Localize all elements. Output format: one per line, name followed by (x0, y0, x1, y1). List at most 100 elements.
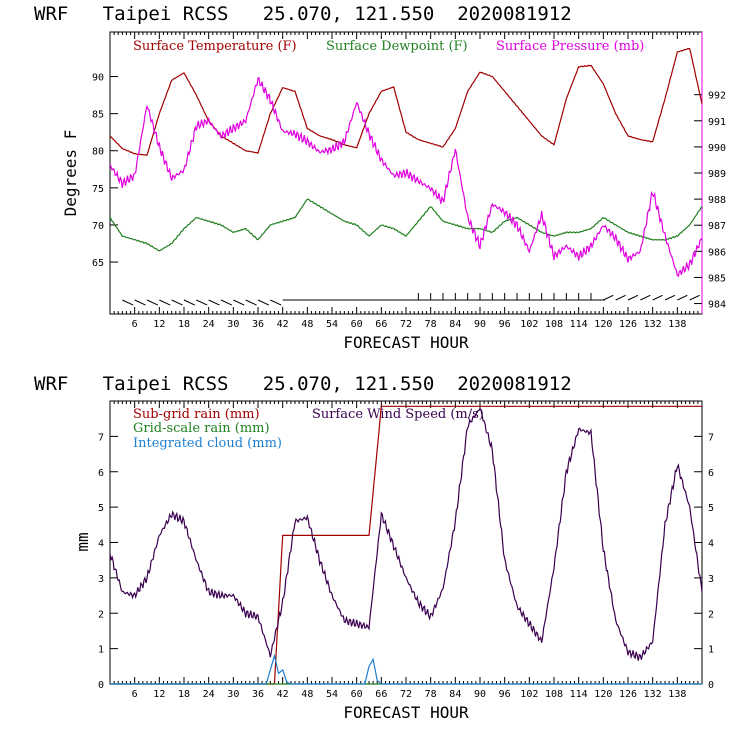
x-tick-label: 72 (400, 319, 412, 330)
wind-barb (233, 299, 245, 306)
x-tick-label: 24 (203, 319, 215, 330)
wind-barb (652, 294, 663, 301)
wind-barb (689, 294, 700, 301)
x-tick-label: 60 (351, 319, 363, 330)
x-tick-label: 36 (252, 319, 264, 330)
x-tick-label: 132 (644, 319, 662, 330)
series-lines (109, 47, 703, 278)
wind-barb (664, 294, 676, 301)
x-tick-label: 138 (668, 319, 686, 330)
x-tick-label: 138 (668, 689, 686, 700)
y2-tick-label: 985 (708, 273, 726, 284)
wind-barb (196, 299, 208, 306)
y-tick-label: 85 (92, 110, 104, 121)
y2-tick-label: 992 (708, 91, 726, 102)
series-line-surface-wind-speed-m-s (109, 407, 703, 661)
x-tick-label: 126 (619, 319, 637, 330)
wind-barb (220, 299, 233, 306)
y-tick-label: 6 (98, 468, 104, 479)
wind-barb (270, 299, 282, 306)
axis-ticks: 6 12 18 24 30 36 42 48 54 60 66 72 78 84 90 96 102 108 114… (92, 32, 726, 330)
x-tick-label: 12 (153, 689, 165, 700)
x-tick-label: 84 (449, 319, 461, 330)
wind-barb (208, 299, 220, 306)
x-tick-label: 36 (252, 689, 264, 700)
wind-barb (257, 299, 270, 306)
wind-barb (171, 299, 183, 306)
wind-barb (615, 294, 626, 301)
series-line-integrated-cloud-mm (110, 653, 702, 685)
rain-wind-chart: WRF Taipei RCSS 25.070, 121.550 20200819… (34, 373, 714, 722)
legend-temperature: Surface Temperature (F) (133, 39, 297, 54)
legend-gridscale-rain: Grid-scale rain (mm) (133, 421, 270, 436)
wind-barb (627, 294, 639, 301)
y2-tick-label: 1 (708, 645, 714, 656)
wind-barb (122, 299, 134, 306)
x-tick-label: 66 (375, 689, 387, 700)
x-tick-label: 132 (644, 689, 662, 700)
x-tick-label: 18 (178, 319, 190, 330)
x-tick-label: 18 (178, 689, 190, 700)
y2-tick-label: 0 (708, 680, 714, 691)
y-tick-label: 1 (98, 645, 104, 656)
y-tick-label: 80 (92, 147, 104, 158)
y-tick-label: 75 (92, 184, 104, 195)
y-tick-label: 3 (98, 574, 104, 585)
wind-barb (146, 299, 159, 306)
x-tick-label: 96 (499, 319, 511, 330)
y-tick-label: 90 (92, 73, 104, 84)
x-tick-label: 24 (203, 689, 215, 700)
wind-barb (134, 299, 146, 306)
x-tick-label: 48 (301, 319, 313, 330)
x-tick-label: 84 (449, 689, 461, 700)
chart-title: WRF Taipei RCSS 25.070, 121.550 20200819… (34, 3, 572, 25)
x-tick-label: 72 (400, 689, 412, 700)
axis-ticks: 6 12 18 24 30 36 42 48 54 60 66 72 78 84 90 96 102 108 114… (98, 401, 714, 700)
y2-tick-label: 984 (708, 300, 726, 311)
x-tick-label: 126 (619, 689, 637, 700)
chart-title: WRF Taipei RCSS 25.070, 121.550 20200819… (34, 373, 572, 395)
series-lines (109, 405, 703, 685)
y2-tick-label: 4 (708, 539, 714, 550)
y2-tick-label: 5 (708, 503, 714, 514)
x-tick-label: 108 (545, 319, 563, 330)
y2-tick-label: 2 (708, 609, 714, 620)
x-tick-label: 108 (545, 689, 563, 700)
x-tick-label: 78 (425, 689, 437, 700)
legend-dewpoint: Surface Dewpoint (F) (326, 39, 468, 54)
x-axis-label: FORECAST HOUR (343, 703, 469, 722)
x-tick-label: 60 (351, 689, 363, 700)
x-tick-label: 12 (153, 319, 165, 330)
y-tick-label: 4 (98, 539, 104, 550)
legend-wind-speed: Surface Wind Speed (m/s) (312, 407, 484, 422)
series-line-surface-dewpoint-f (109, 198, 703, 252)
y-tick-label: 0 (98, 680, 104, 691)
x-tick-label: 66 (375, 319, 387, 330)
y-tick-label: 65 (92, 258, 104, 269)
x-tick-label: 120 (594, 319, 612, 330)
x-axis-label: FORECAST HOUR (343, 333, 469, 352)
wind-barb (640, 294, 651, 301)
x-tick-label: 90 (474, 319, 486, 330)
x-tick-label: 96 (499, 689, 511, 700)
y2-tick-label: 6 (708, 468, 714, 479)
y-tick-label: 2 (98, 609, 104, 620)
y-axis-label: mm (73, 532, 92, 551)
x-tick-label: 54 (326, 319, 338, 330)
y2-tick-label: 990 (708, 143, 726, 154)
wind-barb (245, 299, 257, 306)
wind-barb (603, 294, 614, 301)
wind-barbs (122, 293, 700, 306)
y-tick-label: 5 (98, 503, 104, 514)
x-tick-label: 54 (326, 689, 338, 700)
x-tick-label: 42 (277, 689, 289, 700)
x-tick-label: 30 (227, 319, 239, 330)
y2-tick-label: 987 (708, 221, 726, 232)
y-axis-label: Degrees F (61, 130, 80, 217)
wind-barb (677, 294, 688, 301)
x-tick-label: 6 (132, 319, 138, 330)
x-tick-label: 6 (132, 689, 138, 700)
legend-integrated-cloud: Integrated cloud (mm) (133, 436, 282, 451)
y2-tick-label: 986 (708, 247, 726, 258)
y2-tick-label: 7 (708, 432, 714, 443)
